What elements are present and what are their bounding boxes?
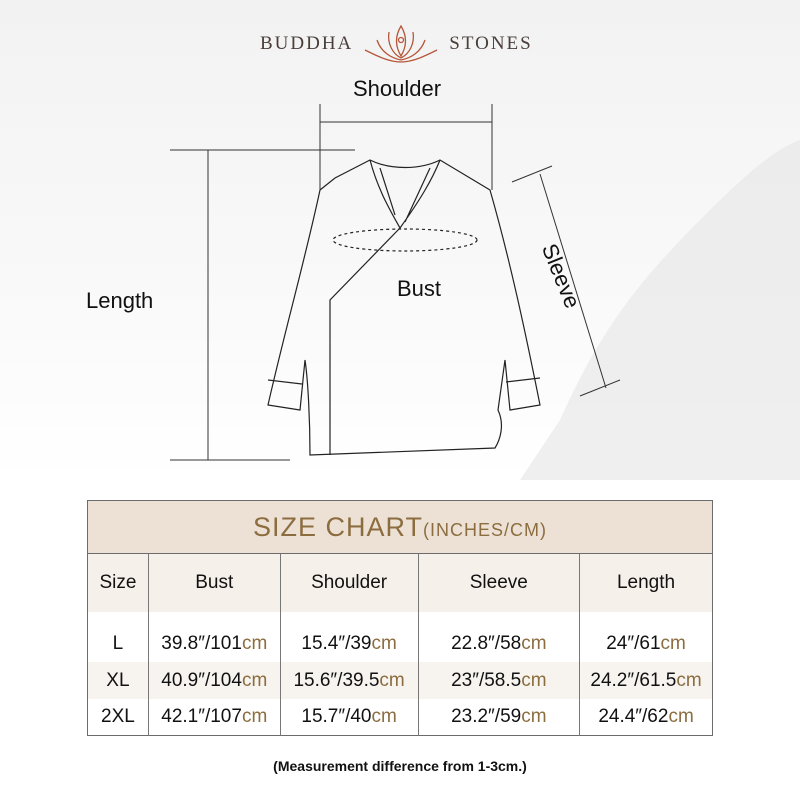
cell-value: L [112,633,124,654]
table-row: L 39.8″/101cm 15.4″/39cm 22.8″/58cm 24″/61cm [87,612,713,662]
cell-sleeve: 23″/58.5cm [417,662,580,699]
cell-length: 24.4″/62cm [579,699,713,735]
cell-value: 24.2″/61.5 [590,669,677,691]
cell-value: 23.2″/59 [451,705,522,727]
col-bust: Bust [147,553,281,612]
brand-left: BUDDHA [260,33,354,54]
cell-length: 24.2″/61.5cm [579,662,713,699]
col-length: Length [579,553,713,612]
table-row: 2XL 42.1″/107cm 15.7″/40cm 23.2″/59cm 24.4″/… [87,699,713,735]
col-sleeve: Sleeve [417,553,580,612]
length-label: Length [86,288,154,313]
cell-sleeve: 23.2″/59cm [417,699,580,735]
lotus-icon [364,24,438,63]
cell-value: 15.7″/40 [301,705,372,727]
col-size: Size [87,553,149,612]
cell-value: 15.4″/39 [301,633,372,654]
cell-shoulder: 15.7″/40cm [279,699,419,735]
unit-label: cm [676,669,702,691]
mountain-silhouette [520,140,800,480]
brand-right: STONES [449,33,533,54]
cell-value: 23″/58.5 [451,669,522,691]
cell-value: 22.8″/58 [451,633,522,654]
cell-value: 24″/61 [606,633,661,654]
cell-sleeve: 22.8″/58cm [417,612,580,662]
cell-size: XL [88,662,149,699]
brand-logo: BUDDHA STONES [260,22,533,66]
unit-label: cm [379,669,405,691]
garment-diagram [170,104,800,480]
unit-label: cm [521,705,547,727]
header-row: Size Bust Shoulder Sleeve Length [87,553,713,612]
measurement-note: (Measurement difference from 1-3cm.) [273,758,527,774]
unit-label: cm [241,669,268,691]
cell-value: 15.6″/39.5 [293,669,380,691]
table-row: XL 40.9″/104cm 15.6″/39.5cm 23″/58.5cm 24.2″… [87,662,713,699]
title-units: (INCHES/CM) [423,519,548,540]
col-shoulder: Shoulder [279,553,419,612]
unit-label: cm [241,633,268,654]
title-text: SIZE CHART [252,511,424,542]
cell-value: 42.1″/107 [161,705,242,727]
unit-label: cm [521,633,547,654]
unit-label: cm [241,705,268,727]
unit-label: cm [660,633,686,654]
cell-size: 2XL [88,699,149,735]
dimension-lines [170,104,621,461]
cell-value: 24.4″/62 [598,705,669,727]
cell-bust: 42.1″/107cm [147,699,281,735]
size-table: SIZE CHART(INCHES/CM) Size Bust Shoulder… [87,500,713,736]
shoulder-label: Shoulder [353,76,442,101]
unit-label: cm [668,705,694,727]
unit-label: cm [371,633,397,654]
unit-label: cm [521,669,547,691]
cell-value: 2XL [101,705,135,727]
garment-outline [267,159,541,456]
bust-label: Bust [397,276,442,301]
cell-value: XL [106,669,130,691]
cell-value: 40.9″/104 [161,669,242,691]
bust-line [332,228,478,252]
cell-bust: 39.8″/101cm [147,612,281,662]
cell-length: 24″/61cm [579,612,713,662]
cell-shoulder: 15.6″/39.5cm [279,662,419,699]
cell-value: 39.8″/101 [161,633,242,654]
unit-label: cm [371,705,397,727]
cell-size: L [88,612,149,662]
table-title: SIZE CHART(INCHES/CM) [87,500,713,554]
cell-shoulder: 15.4″/39cm [279,612,419,662]
cell-bust: 40.9″/104cm [147,662,281,699]
